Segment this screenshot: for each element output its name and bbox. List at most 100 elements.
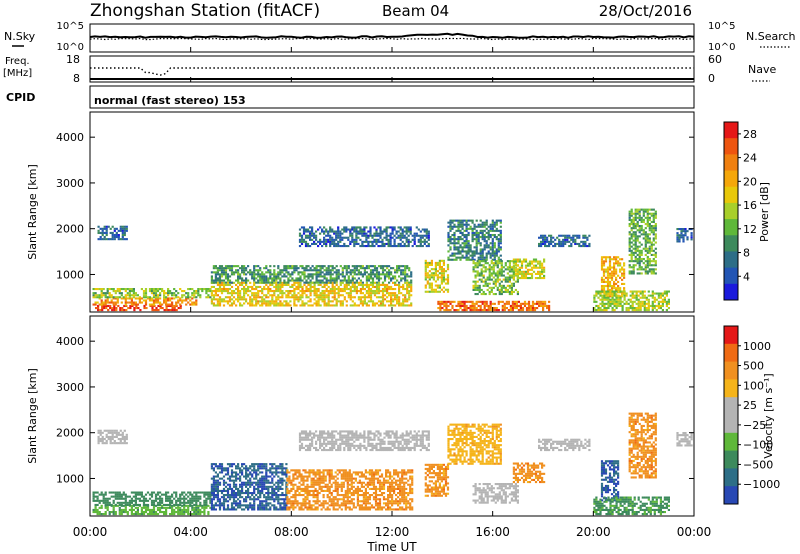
range-cell-5 — [273, 275, 276, 278]
range-cell-4 — [241, 283, 244, 286]
range-cell-6 — [333, 240, 336, 243]
range-cell-9 — [510, 266, 513, 269]
range-cell-1 — [165, 495, 168, 498]
range-cell-5 — [337, 271, 340, 274]
range-cell-10 — [518, 268, 521, 271]
range-cell-5 — [329, 273, 332, 276]
range-cell-3 — [235, 502, 238, 505]
range-cell-5 — [379, 267, 383, 270]
range-cell-2 — [121, 438, 124, 441]
range-cell-12 — [613, 262, 616, 265]
range-cell-14 — [652, 216, 655, 219]
range-cell-4 — [361, 292, 364, 295]
range-cell-16 — [511, 307, 514, 310]
range-cell-3 — [245, 485, 248, 488]
range-cell-1 — [134, 303, 137, 306]
range-cell-12 — [619, 287, 622, 290]
range-cell-3 — [232, 492, 236, 495]
range-cell-6 — [351, 228, 354, 231]
range-cell-6 — [357, 226, 360, 229]
range-cell-5 — [267, 281, 270, 284]
range-cell-4 — [383, 298, 387, 301]
range-cell-5 — [398, 275, 401, 278]
range-cell-4 — [388, 292, 391, 295]
range-cell-9 — [484, 284, 487, 287]
range-cell-14 — [634, 243, 637, 246]
range-cell-15 — [680, 232, 683, 235]
range-cell-3 — [111, 225, 114, 228]
range-cell-11 — [584, 236, 587, 239]
range-cell-5 — [273, 277, 276, 280]
range-cell-0 — [181, 511, 184, 514]
range-cell-6 — [349, 240, 352, 243]
range-cell-9 — [480, 270, 483, 273]
range-cell-13 — [607, 307, 610, 310]
range-cell-5 — [337, 273, 340, 276]
range-cell-6 — [306, 230, 310, 233]
range-cell-6 — [311, 232, 314, 235]
range-cell-1 — [171, 501, 174, 504]
range-cell-1 — [161, 501, 164, 504]
range-cell-5 — [257, 275, 260, 278]
range-cell-14 — [644, 237, 647, 240]
range-cell-4 — [383, 285, 387, 288]
range-cell-4 — [228, 283, 232, 286]
range-cell-1 — [175, 493, 178, 496]
range-cell-3 — [226, 473, 230, 476]
range-cell-6 — [343, 228, 346, 231]
range-cell-4 — [388, 294, 391, 297]
range-cell-12 — [608, 268, 612, 271]
range-cell-5 — [271, 277, 274, 280]
range-cell-16 — [519, 302, 522, 305]
range-cell-13 — [621, 304, 624, 307]
range-cell-13 — [651, 296, 654, 299]
range-cell-0 — [163, 309, 166, 312]
range-cell-13 — [593, 296, 596, 299]
range-cell-1 — [146, 499, 150, 502]
range-cell-3 — [249, 477, 252, 480]
range-cell-5 — [265, 275, 268, 278]
range-cell-2 — [113, 431, 116, 434]
range-cell-3 — [115, 236, 118, 239]
range-cell-9 — [476, 270, 479, 273]
range-cell-3 — [210, 504, 213, 507]
range-cell-8 — [449, 221, 452, 224]
range-cell-5 — [263, 279, 266, 282]
range-cell-14 — [642, 262, 645, 265]
range-cell-4 — [359, 290, 362, 293]
range-cell-8 — [469, 244, 472, 247]
range-cell-13 — [661, 300, 664, 303]
range-cell-13 — [619, 304, 622, 307]
range-cell-8 — [449, 227, 452, 230]
range-cell-1 — [138, 297, 141, 300]
range-cell-2 — [128, 290, 131, 293]
range-cell-8 — [491, 225, 494, 228]
range-cell-8 — [495, 229, 498, 232]
range-cell-4 — [255, 288, 258, 291]
range-cell-0 — [203, 513, 206, 516]
range-cell-3 — [235, 500, 238, 503]
range-cell-3 — [226, 494, 230, 497]
range-cell-5 — [386, 267, 389, 270]
range-cell-6 — [333, 238, 336, 241]
range-cell-11 — [582, 242, 585, 245]
range-cell-13 — [615, 298, 618, 301]
range-cell-5 — [317, 275, 320, 278]
range-cell-6 — [325, 245, 328, 248]
range-cell-11 — [550, 240, 553, 243]
range-cell-8 — [491, 248, 494, 251]
range-cell-11 — [566, 236, 569, 239]
range-cell-1 — [92, 303, 95, 306]
range-cell-6 — [417, 228, 420, 231]
range-cell-4 — [267, 300, 270, 303]
range-cell-6 — [309, 230, 312, 233]
range-cell-4 — [265, 302, 268, 305]
range-cell-13 — [603, 309, 606, 312]
range-cell-10 — [526, 272, 530, 275]
range-cell-7 — [432, 278, 435, 281]
range-cell-3 — [245, 496, 248, 499]
range-cell-6 — [415, 226, 418, 229]
range-cell-5 — [319, 281, 322, 284]
range-cell-0 — [108, 513, 111, 516]
range-cell-10 — [541, 277, 544, 280]
